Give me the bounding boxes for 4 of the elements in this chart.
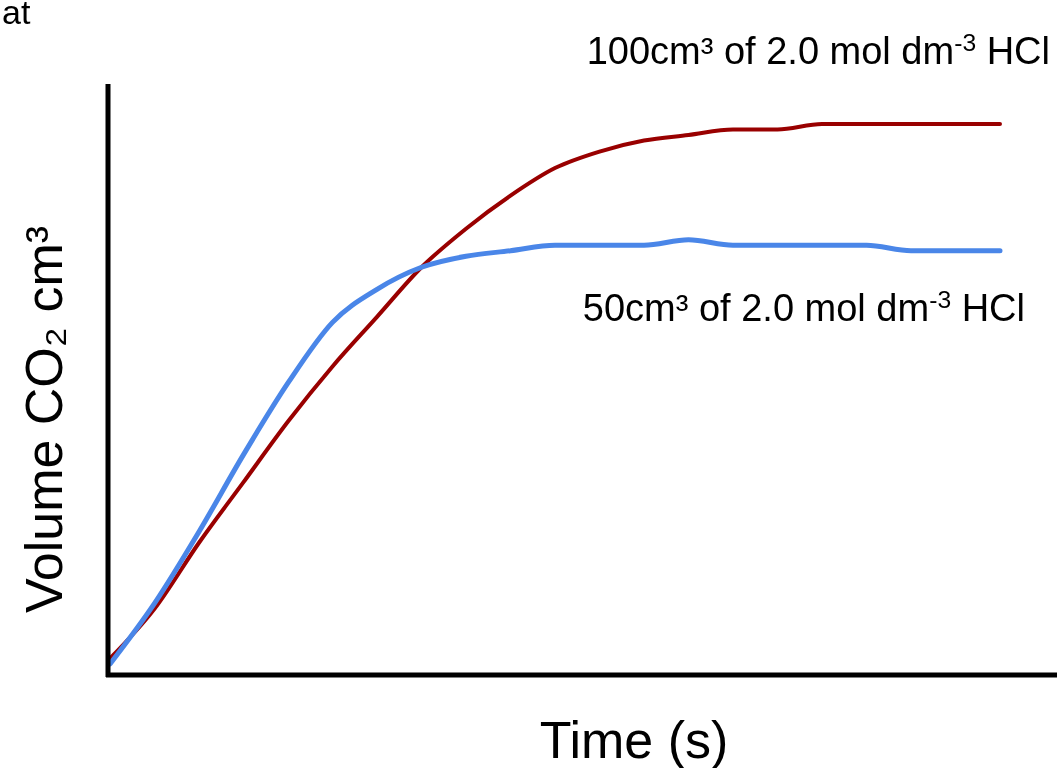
y-axis-title: Volume CO₂ cm³	[15, 225, 73, 614]
series-label: 100cm³ of 2.0 mol dm$^{-3}$ HCl	[586, 28, 1050, 72]
series-label: 50cm³ of 2.0 mol dm$^{-3}$ HCl	[582, 285, 1025, 329]
text: at	[2, 0, 31, 31]
